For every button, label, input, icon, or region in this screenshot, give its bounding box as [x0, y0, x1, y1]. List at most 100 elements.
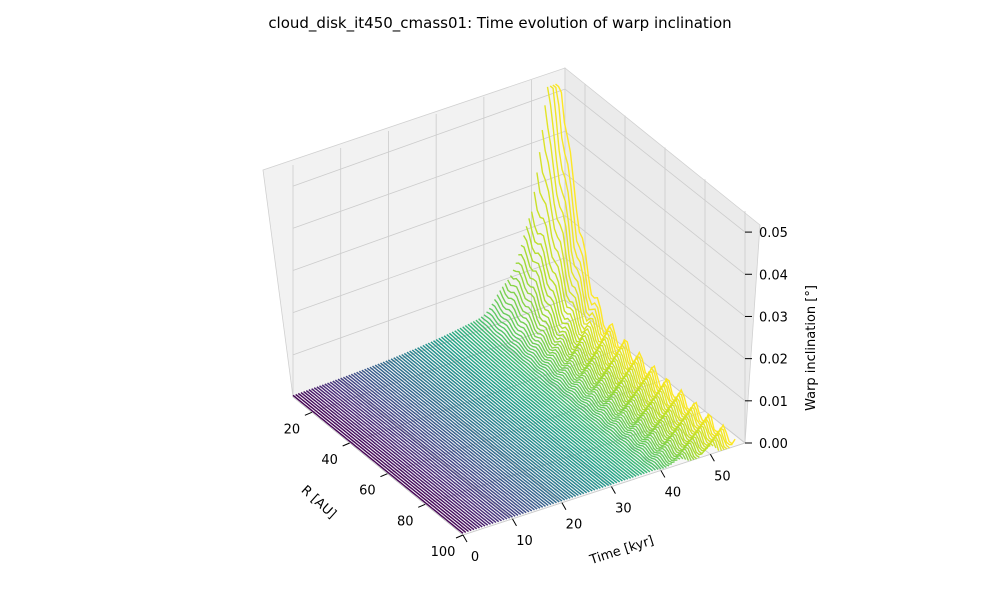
z-tick-label: 0.02: [759, 353, 788, 368]
series-line: [345, 375, 519, 516]
series-line: [493, 298, 672, 465]
z-tick-label: 0.01: [759, 395, 788, 410]
x-tick-label: 40: [321, 453, 338, 468]
x-tick-label: 80: [397, 514, 414, 529]
z-tick-label: 0.05: [759, 226, 788, 241]
series-line: [544, 105, 725, 451]
series-line: [387, 359, 563, 502]
y-tick-label: 0: [471, 550, 479, 565]
series-line: [327, 382, 500, 523]
series-line: [483, 314, 662, 470]
z-grid-line: [292, 88, 746, 233]
series-line: [311, 388, 483, 528]
series-line: [409, 350, 585, 495]
series-line: [334, 379, 508, 520]
series-line: [417, 347, 593, 492]
series-line: [390, 358, 566, 501]
series-line: [401, 353, 577, 497]
series-line: [496, 294, 675, 464]
series-line: [340, 377, 513, 518]
series-line: [366, 367, 541, 509]
series-line: [430, 341, 607, 488]
series-line: [303, 390, 475, 531]
series-line: [425, 343, 601, 489]
series-line: [319, 385, 491, 525]
series-line: [313, 387, 486, 527]
series-line: [488, 307, 667, 469]
y-tick: [462, 534, 468, 543]
y-tick-label: 50: [714, 469, 731, 484]
y-tick-label: 20: [566, 518, 583, 533]
series-line: [462, 326, 640, 477]
series-line: [297, 392, 469, 533]
series-line: [451, 331, 629, 480]
y-tick: [512, 518, 517, 527]
series-line: [507, 279, 687, 460]
series-line: [459, 327, 637, 477]
series-line: [411, 349, 588, 494]
series-line: [342, 376, 516, 517]
series-line: [350, 373, 524, 515]
series-line: [356, 371, 530, 513]
series-line: [520, 244, 700, 458]
series-line: [509, 275, 690, 461]
series-line: [435, 338, 612, 486]
series-line: [456, 328, 634, 478]
series-line: [549, 85, 731, 449]
z-tick-label: 0.00: [759, 437, 788, 452]
z-grid-line: [292, 215, 746, 359]
series-line: [316, 386, 489, 526]
series-line: [422, 344, 599, 490]
series-line: [491, 303, 670, 467]
series-line: [475, 319, 654, 472]
series-line: [292, 394, 464, 534]
surface-lines: [292, 83, 736, 534]
x-tick: [455, 534, 464, 539]
series-line: [501, 286, 681, 460]
series-line: [332, 380, 505, 521]
series-line: [398, 354, 574, 498]
series-line: [374, 364, 549, 507]
x-tick: [304, 411, 313, 416]
series-line: [295, 393, 467, 533]
y-tick-label: 40: [665, 485, 682, 500]
x-tick-label: 100: [431, 545, 456, 560]
series-line: [324, 383, 497, 524]
series-line: [538, 151, 720, 451]
series-line: [385, 360, 560, 503]
series-line: [433, 340, 610, 487]
series-line: [395, 356, 571, 499]
x-tick: [380, 473, 388, 478]
series-line: [443, 335, 621, 483]
series-line: [382, 361, 557, 504]
series-line: [448, 332, 626, 481]
series-line: [464, 324, 643, 476]
series-line: [546, 86, 728, 450]
y-tick-label: 30: [615, 502, 632, 517]
x-tick-label: 20: [284, 422, 301, 437]
series-line: [438, 337, 615, 485]
y-tick: [660, 470, 666, 478]
z-tick-label: 0.03: [759, 310, 788, 325]
series-line: [478, 318, 656, 471]
floor-grid-line-r: [425, 410, 706, 505]
series-line: [470, 322, 648, 474]
series-line: [467, 323, 645, 475]
series-line: [329, 381, 502, 522]
series-line: [364, 368, 538, 510]
x-tick: [342, 442, 350, 447]
y-axis-label: Time [kyr]: [587, 533, 656, 568]
floor-grid-line-r: [462, 442, 746, 536]
y-tick: [709, 454, 715, 462]
z-grid-line: [292, 173, 746, 317]
y-tick: [561, 502, 567, 510]
series-line: [372, 365, 546, 507]
z-axis-label: Warp inclination [°]: [804, 285, 819, 411]
series-line: [427, 342, 604, 488]
series-line: [321, 384, 494, 524]
x-tick-label: 60: [359, 484, 376, 499]
y-tick-label: 10: [516, 534, 533, 549]
series-line: [300, 391, 472, 532]
series-line: [419, 346, 596, 491]
